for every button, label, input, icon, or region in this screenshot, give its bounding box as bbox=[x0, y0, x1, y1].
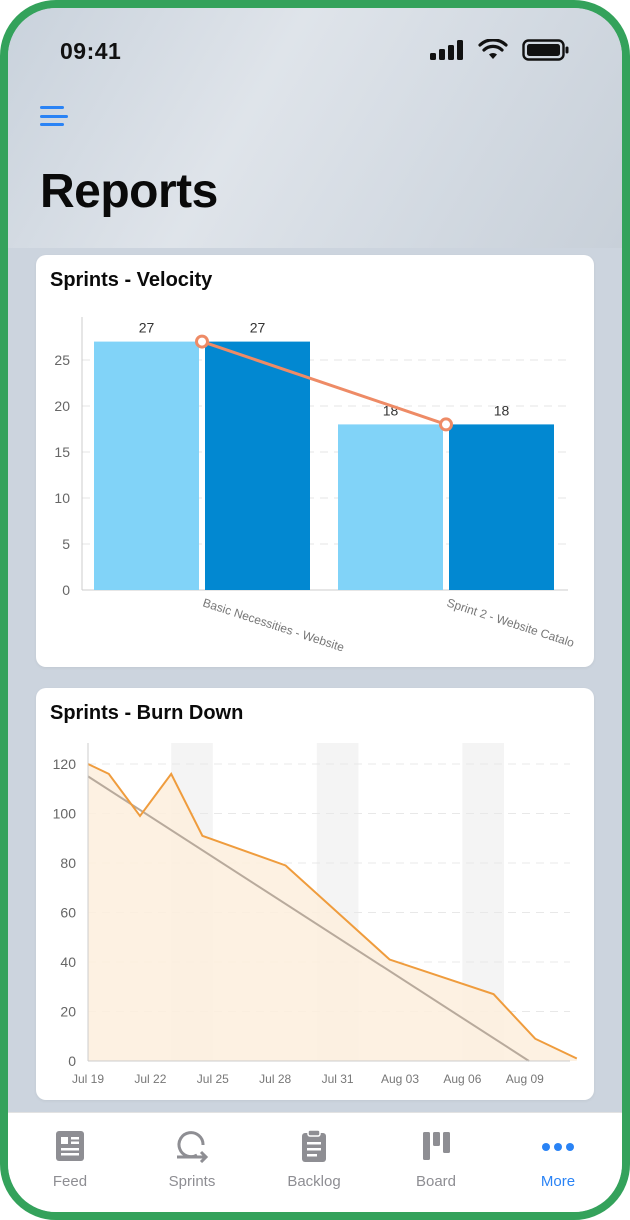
burndown-y-tick-label: 20 bbox=[60, 1004, 76, 1020]
velocity-y-tick-label: 20 bbox=[54, 398, 70, 414]
burndown-x-tick-label: Aug 09 bbox=[506, 1072, 544, 1086]
velocity-chart: 0 5 10 15 20 25 27 27 Basic Necessities - Websit… bbox=[54, 317, 576, 655]
tab-board-label: Board bbox=[415, 1173, 457, 1190]
velocity-y-tick-label: 0 bbox=[62, 582, 70, 598]
velocity-y-tick-label: 10 bbox=[54, 490, 70, 506]
backlog-clipboard-icon bbox=[302, 1129, 326, 1162]
burndown-x-tick-label: Jul 19 bbox=[72, 1072, 104, 1086]
tab-feed-label: Feed bbox=[52, 1173, 88, 1190]
burndown-chart: 0 20 40 60 80 100 120 Jul 19 Jul 22 Jul 25 Jul 28 J… bbox=[53, 743, 578, 1086]
velocity-x-category-label: Sprint 2 - Website Catalo bbox=[445, 596, 576, 651]
status-time: 09:41 bbox=[60, 38, 122, 64]
velocity-trend-point bbox=[195, 334, 209, 349]
tab-bar: Feed Sprints Backlog bbox=[8, 1112, 622, 1212]
burndown-y-tick-label: 0 bbox=[68, 1053, 76, 1069]
velocity-bar-committed bbox=[94, 341, 199, 590]
burndown-remaining-area bbox=[88, 764, 577, 1061]
velocity-report-card[interactable]: Sprints - Velocity 0 5 10 15 20 25 27 27 Basic N… bbox=[36, 255, 594, 667]
burndown-x-tick-label: Aug 03 bbox=[381, 1072, 419, 1086]
velocity-y-tick-label: 25 bbox=[54, 352, 70, 368]
velocity-bar-value-label: 27 bbox=[250, 320, 266, 336]
wifi-icon bbox=[478, 39, 508, 59]
more-dots-icon bbox=[542, 1143, 574, 1151]
feed-icon bbox=[56, 1131, 84, 1161]
tab-sprints-label: Sprints bbox=[168, 1173, 216, 1190]
burndown-y-tick-label: 40 bbox=[60, 954, 76, 970]
velocity-bar-committed bbox=[338, 424, 443, 590]
burndown-report-card[interactable]: Sprints - Burn Down 0 20 40 60 80 100 120 Jul 1… bbox=[36, 688, 594, 1100]
tab-backlog[interactable]: Backlog bbox=[259, 1123, 369, 1193]
burndown-y-tick-label: 120 bbox=[53, 756, 77, 772]
burndown-x-tick-label: Jul 31 bbox=[322, 1072, 354, 1086]
velocity-trend-point bbox=[439, 417, 453, 432]
page-title: Reports bbox=[40, 165, 218, 218]
burndown-ideal-line bbox=[87, 775, 530, 1062]
velocity-y-tick-label: 15 bbox=[54, 444, 70, 460]
tab-more-label: More bbox=[540, 1173, 576, 1190]
battery-icon bbox=[522, 39, 569, 61]
burndown-y-tick-label: 100 bbox=[53, 806, 77, 822]
hamburger-menu-icon[interactable] bbox=[38, 102, 70, 130]
velocity-y-tick-label: 5 bbox=[62, 536, 70, 552]
burndown-x-tick-label: Jul 25 bbox=[197, 1072, 229, 1086]
status-icons bbox=[430, 39, 570, 61]
velocity-bar-value-label: 27 bbox=[139, 320, 155, 336]
velocity-x-category-label: Basic Necessities - Website bbox=[201, 596, 346, 655]
burndown-y-tick-label: 60 bbox=[60, 905, 76, 921]
signal-icon bbox=[430, 40, 463, 60]
tab-more[interactable]: More bbox=[503, 1123, 613, 1193]
status-bar: 09:41 bbox=[8, 8, 622, 98]
burndown-remaining-line bbox=[87, 763, 578, 1060]
velocity-trend-line bbox=[201, 340, 447, 426]
tab-board[interactable]: Board bbox=[381, 1123, 491, 1193]
tab-sprints[interactable]: Sprints bbox=[137, 1123, 247, 1193]
velocity-bar-value-label: 18 bbox=[494, 402, 510, 418]
burndown-x-tick-label: Aug 06 bbox=[443, 1072, 481, 1086]
burndown-x-tick-label: Jul 22 bbox=[134, 1072, 166, 1086]
velocity-bar-completed bbox=[449, 424, 554, 590]
header-background bbox=[8, 8, 622, 248]
burndown-y-tick-label: 80 bbox=[60, 855, 76, 871]
board-columns-icon bbox=[423, 1132, 450, 1160]
burndown-x-tick-label: Jul 28 bbox=[259, 1072, 291, 1086]
tab-feed[interactable]: Feed bbox=[15, 1123, 125, 1193]
velocity-bar-completed bbox=[205, 341, 310, 590]
burndown-card-title: Sprints - Burn Down bbox=[50, 702, 244, 724]
sprints-icon bbox=[177, 1131, 209, 1163]
tab-backlog-label: Backlog bbox=[287, 1173, 341, 1190]
velocity-card-title: Sprints - Velocity bbox=[50, 269, 213, 291]
